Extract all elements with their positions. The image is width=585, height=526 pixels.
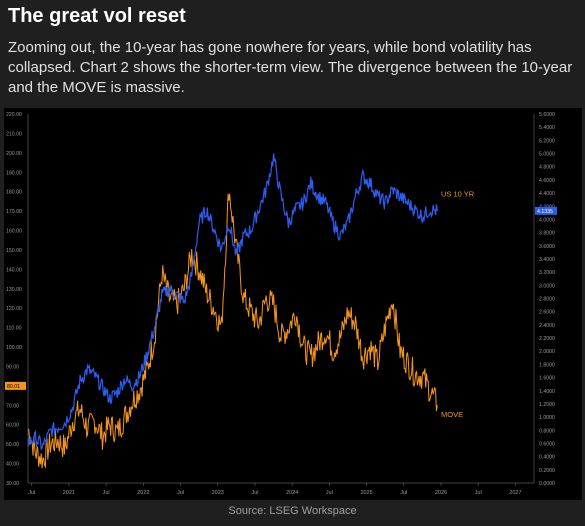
right-tick-label: 0.4000 [539, 455, 555, 461]
right-tick-label: 1.2000 [539, 402, 555, 408]
left-tick-label: 90.00 [6, 364, 19, 370]
left-tick-label: 50.00 [6, 442, 19, 448]
annotation-move: MOVE [441, 410, 463, 419]
right-tick-label: 0.8000 [539, 428, 555, 434]
x-tick-label: Jul [400, 490, 407, 496]
x-tick-label: 2026 [435, 490, 447, 496]
left-tick-label: 180.00 [6, 190, 22, 196]
us10-last-value: 4.1335 [537, 209, 553, 215]
x-tick-label: Jul [103, 490, 110, 496]
right-tick-label: 5.4000 [539, 125, 555, 131]
right-tick-label: 4.4000 [539, 191, 555, 197]
right-tick-label: 2.8000 [539, 297, 555, 303]
left-tick-label: 100.00 [6, 345, 22, 351]
right-tick-label: 3.4000 [539, 257, 555, 263]
right-tick-label: 3.0000 [539, 283, 555, 289]
left-tick-label: 70.00 [6, 403, 19, 409]
right-tick-label: 1.0000 [539, 415, 555, 421]
left-tick-label: 140.00 [6, 267, 22, 273]
us10-last-badge [535, 206, 557, 215]
right-tick-label: 5.6000 [539, 112, 555, 118]
labels-layer: 4.1335 80.01 US 10 YR MOVE [5, 189, 557, 419]
source-note: Source: LSEG Workspace [228, 505, 357, 517]
left-tick-label: 120.00 [6, 306, 22, 312]
move-last-badge [5, 381, 26, 390]
x-tick-label: 2022 [137, 490, 149, 496]
right-tick-label: 1.6000 [539, 376, 555, 382]
left-tick-label: 200.00 [6, 151, 22, 157]
right-tick-label: 5.0000 [539, 152, 555, 158]
series-layer [27, 153, 438, 469]
series-line-move [27, 193, 438, 469]
right-tick-label: 3.8000 [539, 231, 555, 237]
right-tick-label: 3.2000 [539, 270, 555, 276]
right-tick-label: 3.6000 [539, 244, 555, 250]
left-tick-label: 220.00 [6, 112, 22, 118]
left-tick-label: 150.00 [6, 248, 22, 254]
x-tick-label: Jul [326, 490, 333, 496]
page-title: The great vol reset [8, 5, 186, 27]
x-tick-label: Jul [28, 490, 35, 496]
line-chart[interactable]: 30.0040.0050.0060.0070.0080.0090.00100.0… [4, 108, 582, 500]
series-line-us10 [27, 153, 438, 451]
x-tick-label: Jul [475, 490, 482, 496]
left-tick-label: 110.00 [6, 326, 22, 332]
x-tick-label: 2023 [212, 490, 224, 496]
left-tick-label: 160.00 [6, 229, 22, 235]
left-tick-label: 60.00 [6, 423, 19, 429]
right-tick-label: 5.2000 [539, 138, 555, 144]
x-tick-label: 2025 [360, 490, 372, 496]
right-tick-label: 2.4000 [539, 323, 555, 329]
right-tick-label: 0.6000 [539, 441, 555, 447]
left-tick-label: 210.00 [6, 131, 22, 137]
left-tick-label: 30.00 [6, 481, 19, 487]
right-tick-label: 1.8000 [539, 362, 555, 368]
right-tick-label: 4.8000 [539, 165, 555, 171]
left-tick-label: 170.00 [6, 209, 22, 215]
right-tick-label: 2.0000 [539, 349, 555, 355]
x-axis: Jul 2021 Jul 2022 Jul 2023 Jul 2024 Jul 2025 Jul 20… [28, 482, 534, 496]
x-tick-label: 2027 [509, 490, 521, 496]
x-tick-label: 2021 [63, 490, 75, 496]
x-tick-label: 2024 [286, 490, 298, 496]
x-tick-label: Jul [251, 490, 258, 496]
left-tick-label: 40.00 [6, 462, 19, 468]
right-axis: 0.0000 0.2000 0.4000 0.6000 0.8000 1.0000 1.20… [533, 112, 555, 487]
move-last-value: 80.01 [7, 384, 20, 390]
right-tick-label: 2.2000 [539, 336, 555, 342]
right-tick-label: 0.0000 [539, 481, 555, 487]
right-tick-label: 2.6000 [539, 310, 555, 316]
right-tick-label: 4.0000 [539, 217, 555, 223]
left-axis: 30.0040.0050.0060.0070.0080.0090.00100.0… [6, 112, 29, 487]
right-tick-label: 4.6000 [539, 178, 555, 184]
page-subtitle: Zooming out, the 10-year has gone nowher… [8, 39, 573, 96]
right-tick-label: 1.4000 [539, 389, 555, 395]
right-tick-label: 0.2000 [539, 468, 555, 474]
left-tick-label: 190.00 [6, 170, 22, 176]
x-tick-label: Jul [177, 490, 184, 496]
left-tick-label: 130.00 [6, 287, 22, 293]
chart-panel: 30.0040.0050.0060.0070.0080.0090.00100.0… [4, 108, 582, 500]
annotation-us10: US 10 YR [441, 189, 475, 198]
